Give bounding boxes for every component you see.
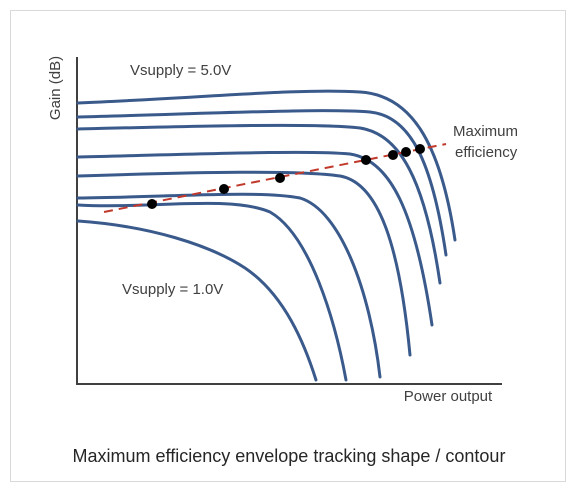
efficiency-point bbox=[415, 144, 425, 154]
gain-curves bbox=[76, 89, 457, 382]
figure-caption: Maximum efficiency envelope tracking sha… bbox=[72, 446, 506, 466]
efficiency-point bbox=[219, 184, 229, 194]
gain-curve-7 bbox=[76, 201, 348, 382]
figure-frame bbox=[10, 10, 566, 482]
max-efficiency-label-line2: efficiency bbox=[455, 144, 518, 161]
efficiency-point bbox=[147, 199, 157, 209]
gain-curve-6 bbox=[76, 192, 382, 379]
gain-curve-2 bbox=[76, 109, 448, 257]
efficiency-point bbox=[275, 173, 285, 183]
gain-curve-5 bbox=[76, 170, 412, 357]
gain-curve-8 bbox=[76, 219, 318, 382]
gain-curve-3 bbox=[76, 123, 442, 285]
bottom-curve-label: Vsupply = 1.0V bbox=[122, 281, 223, 298]
max-efficiency-label-line1: Maximum bbox=[453, 123, 518, 140]
efficiency-point bbox=[361, 155, 371, 165]
gain-curve-1 bbox=[76, 89, 457, 242]
efficiency-point bbox=[401, 147, 411, 157]
x-axis-label: Power output bbox=[404, 388, 493, 405]
efficiency-point bbox=[388, 150, 398, 160]
gain-curve-4 bbox=[76, 150, 434, 327]
top-curve-label: Vsupply = 5.0V bbox=[130, 62, 231, 79]
y-axis-label: Gain (dB) bbox=[47, 56, 64, 120]
efficiency-points bbox=[147, 144, 425, 209]
